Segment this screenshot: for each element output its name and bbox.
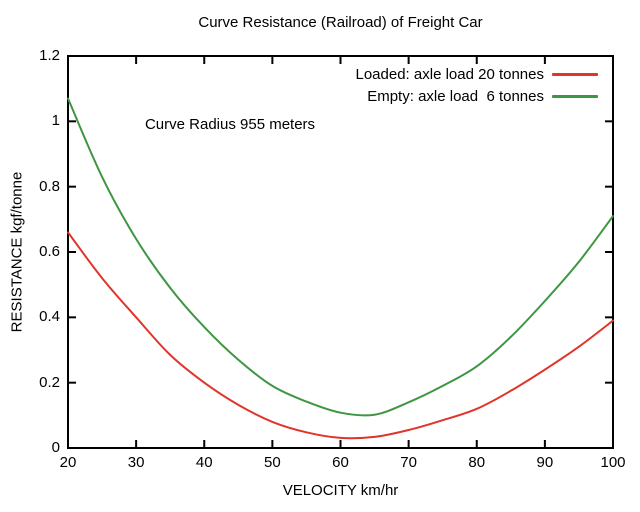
x-tick-label: 40	[195, 454, 213, 471]
x-tick-label: 70	[400, 454, 417, 471]
curve-radius-annotation: Curve Radius 955 meters	[144, 115, 316, 133]
y-tick-label: 0.4	[39, 308, 60, 326]
legend-label-empty: Empty: axle load 6 tonnes	[367, 87, 544, 105]
x-tick-label: 100	[600, 454, 626, 471]
legend-line-loaded	[552, 72, 598, 76]
loaded-curve	[67, 231, 614, 440]
axis-ticks	[67, 55, 614, 449]
y-tick-label: 0.8	[39, 177, 60, 195]
empty-curve	[67, 97, 614, 417]
chart-title: Curve Resistance (Railroad) of Freight C…	[198, 14, 483, 31]
x-axis-title: VELOCITY km/hr	[282, 482, 399, 499]
y-tick-label: 1.2	[39, 47, 60, 64]
x-tick-label: 80	[468, 454, 486, 471]
y-tick-label: 0.2	[39, 373, 60, 391]
y-tick-label: 1	[51, 112, 60, 130]
x-tick-label: 50	[264, 454, 281, 471]
legend-entry-empty: Empty: axle load 6 tonnes	[356, 85, 598, 107]
x-tick-label: 90	[536, 454, 554, 471]
legend-label-loaded: Loaded: axle load 20 tonnes	[355, 65, 545, 83]
x-tick-label: 60	[332, 454, 349, 471]
x-tick-label: 20	[59, 454, 77, 471]
legend-entry-loaded: Loaded: axle load 20 tonnes	[355, 63, 598, 85]
y-tick-label: 0	[51, 439, 60, 456]
x-tick-label: 30	[127, 454, 145, 471]
legend-line-empty	[552, 94, 598, 98]
plot-border	[67, 55, 614, 449]
y-tick-label: 0.6	[39, 243, 60, 260]
legend: Loaded: axle load 20 tonnes Empty: axle …	[355, 63, 598, 107]
